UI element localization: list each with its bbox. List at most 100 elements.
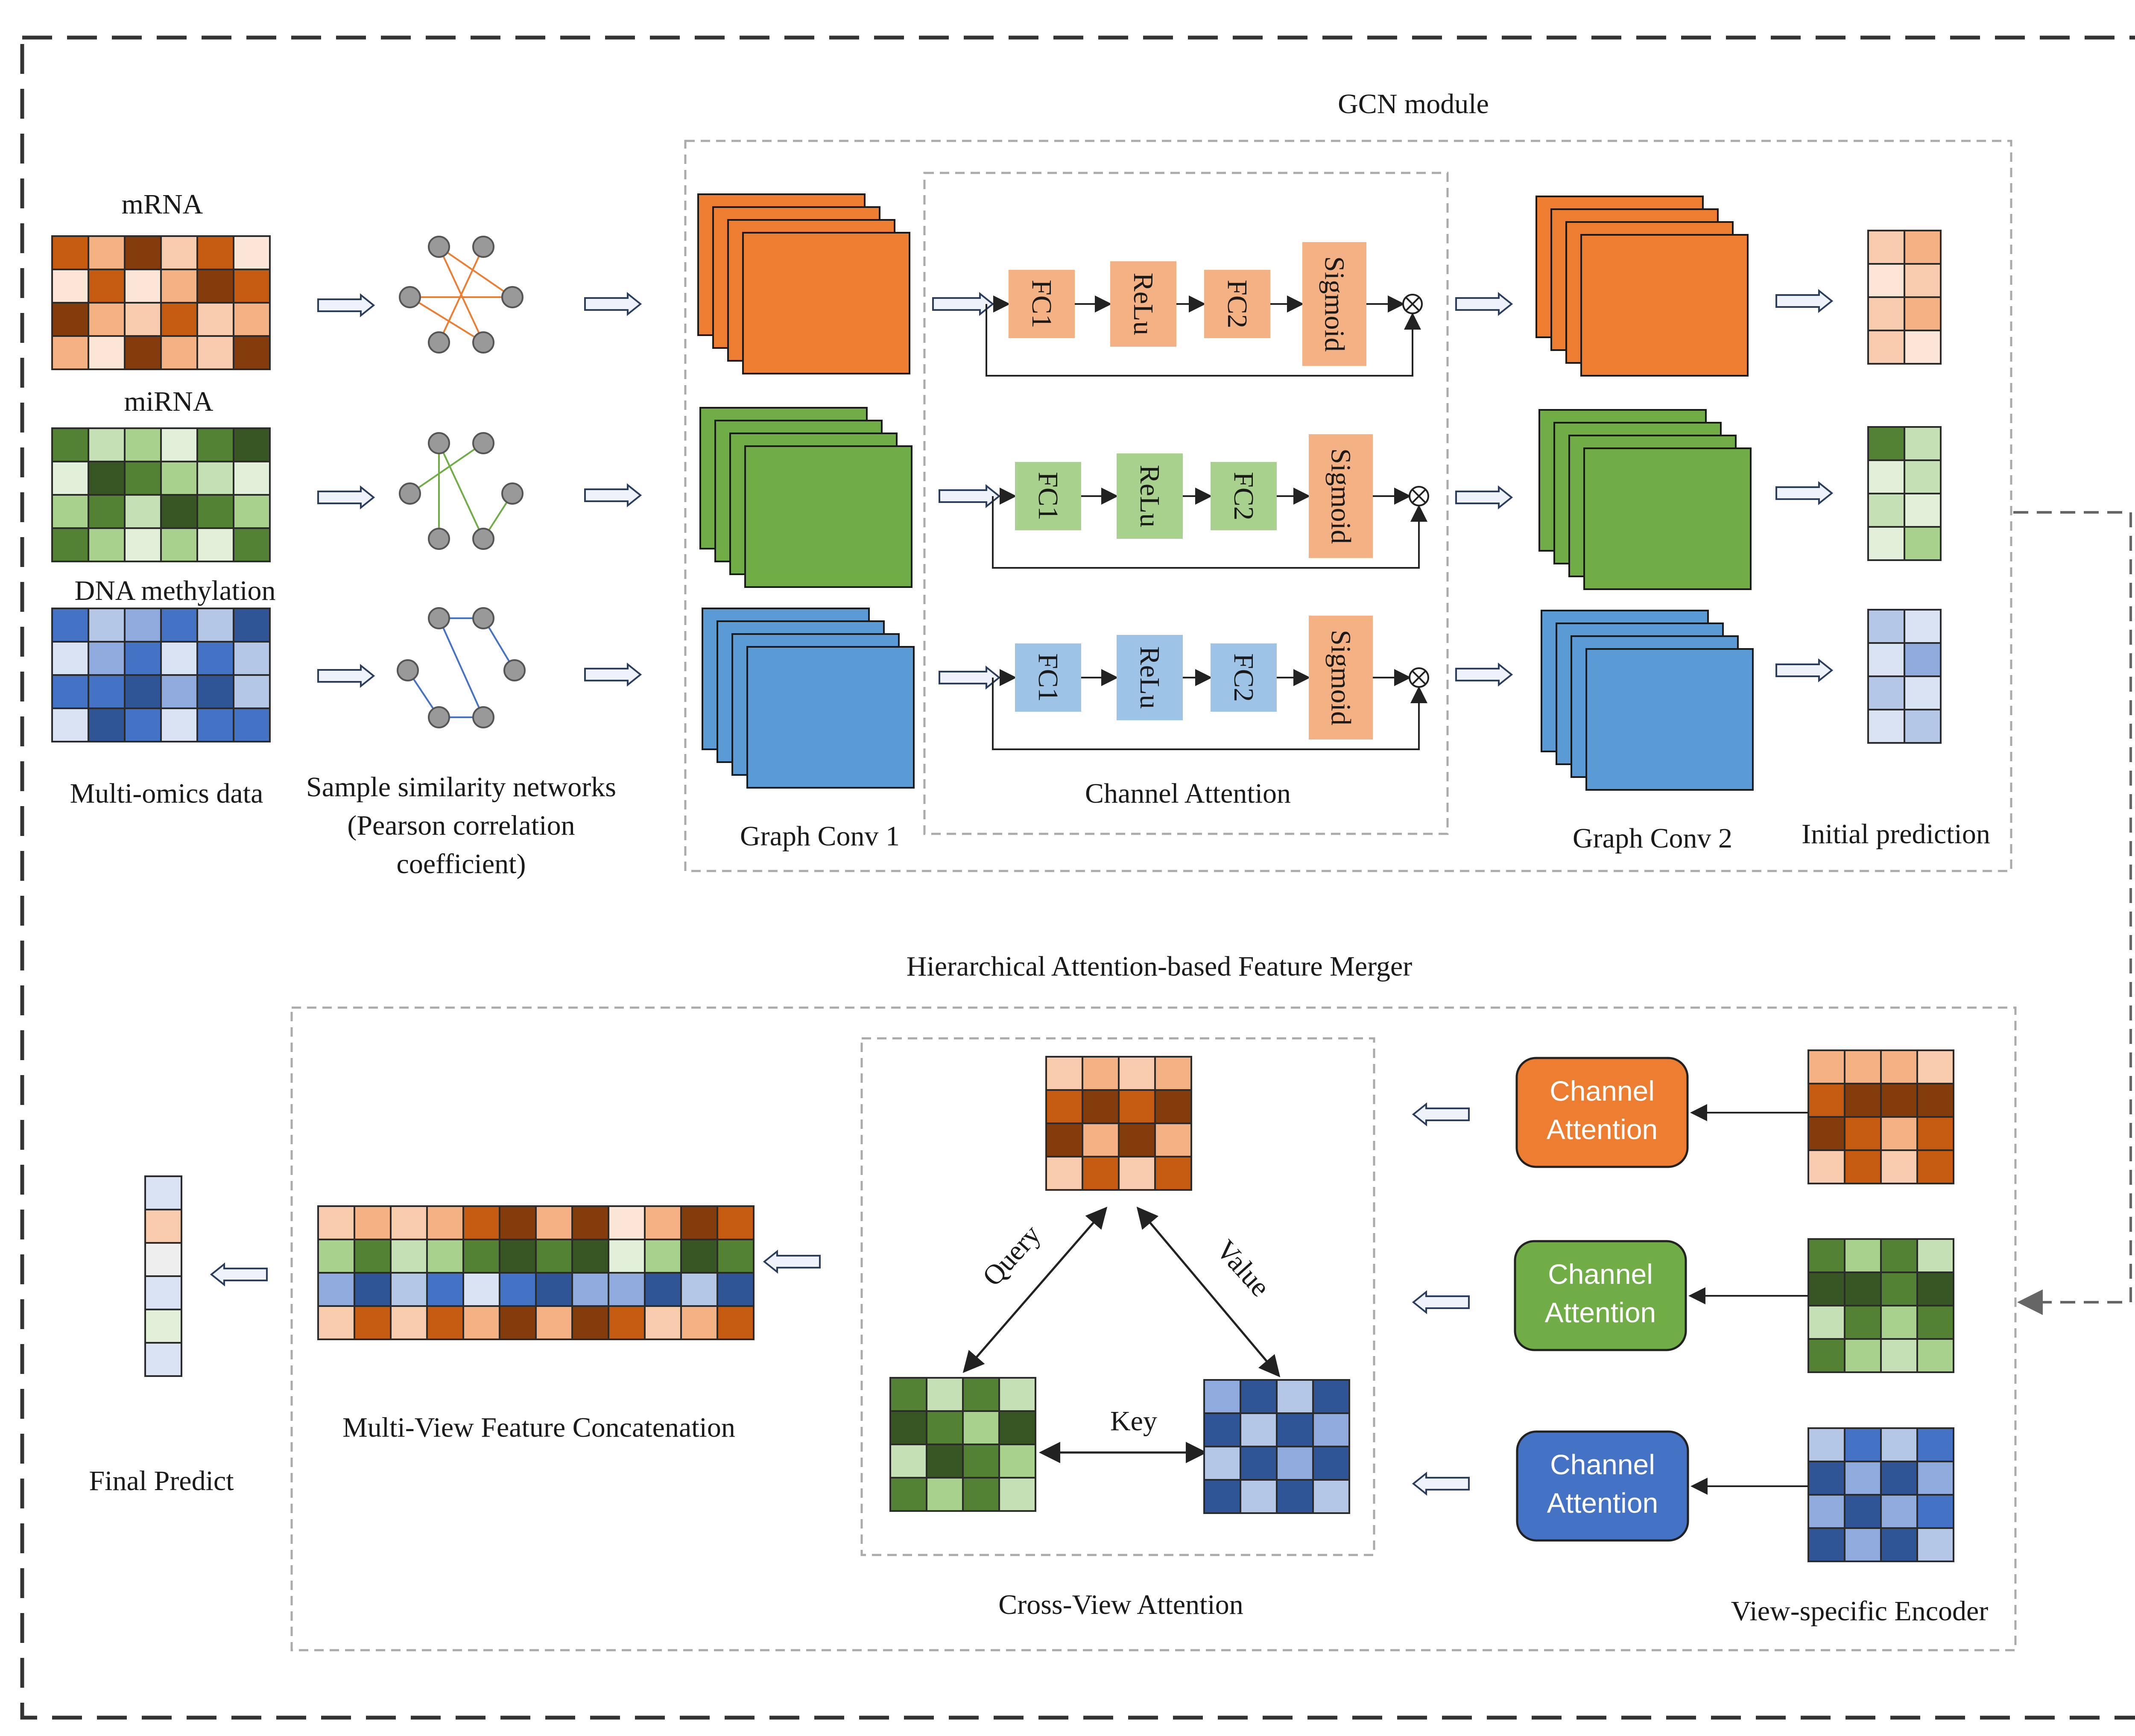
fc2-block: FC2 [1204, 270, 1270, 338]
mirna-network [399, 432, 524, 550]
relu-block: ReLu [1117, 453, 1183, 539]
dna-methylation-matrix [51, 608, 271, 742]
hollow-right-arrow-icon [1775, 481, 1834, 506]
value-arrow [1136, 1207, 1281, 1377]
hollow-right-arrow-icon [584, 483, 642, 508]
query-label: Query [977, 1219, 1047, 1292]
hollow-left-arrow-icon [210, 1262, 268, 1287]
multiply-circle-icon [1402, 294, 1423, 314]
hollow-left-arrow-icon [1412, 1471, 1470, 1496]
svg-text:ReLu: ReLu [1128, 273, 1159, 336]
hollow-right-arrow-icon [1775, 289, 1834, 313]
initial-prediction-mrna [1867, 230, 1942, 365]
hollow-right-arrow-icon [939, 484, 1001, 509]
multiply-circle-icon [1409, 667, 1429, 688]
hollow-right-arrow-icon [584, 292, 642, 316]
initial-prediction-dna [1867, 609, 1942, 744]
graph-conv2-mrna [1535, 196, 1749, 377]
channel-attention-box [923, 172, 1449, 835]
svg-text:Sigmoid: Sigmoid [1325, 630, 1357, 725]
hollow-right-arrow-icon [317, 663, 375, 688]
cross-view-top-matrix [1045, 1056, 1192, 1191]
dna-methylation-label: DNA methylation [74, 575, 275, 606]
initial-prediction-mirna [1867, 426, 1942, 561]
graph-conv1-mrna [697, 193, 910, 374]
svg-text:FC1: FC1 [1026, 280, 1057, 328]
multi-view-concat-matrix [317, 1205, 755, 1340]
gcn-module-title: GCN module [1338, 88, 1489, 120]
view-encoder-dna [1807, 1427, 1954, 1562]
graph-conv1-mirna [699, 407, 912, 588]
fc2-block: FC2 [1211, 643, 1277, 712]
final-predict-matrix [144, 1175, 182, 1377]
fc2-block: FC2 [1211, 462, 1277, 530]
cross-view-box [860, 1037, 1375, 1556]
similarity-label-3: coefficient) [397, 848, 526, 880]
relu-block: ReLu [1117, 635, 1183, 720]
graph-conv2-mirna [1538, 409, 1752, 590]
hollow-right-arrow-icon [1455, 292, 1513, 316]
svg-text:ReLu: ReLu [1134, 646, 1165, 709]
fc1-block: FC1 [1015, 643, 1081, 712]
svg-text:Sigmoid: Sigmoid [1319, 256, 1350, 352]
channel-attention-button-dna: Channel Attention [1516, 1430, 1808, 1542]
hafm-title: Hierarchical Attention-based Feature Mer… [907, 951, 1412, 982]
view-encoder-mirna [1807, 1238, 1954, 1373]
graph-conv2-dna [1541, 610, 1754, 791]
hollow-left-arrow-icon [763, 1249, 821, 1274]
final-predict-label: Final Predict [89, 1465, 234, 1496]
graph-conv1-dna [702, 608, 915, 789]
channel-attention-button-mrna: Channel Attention [1515, 1057, 1808, 1168]
mrna-network [399, 236, 524, 354]
mrna-label: mRNA [122, 189, 203, 220]
value-label: Value [1210, 1234, 1276, 1303]
hollow-left-arrow-icon [1412, 1290, 1470, 1315]
svg-text:Channel: Channel [1550, 1075, 1655, 1107]
svg-text:ReLu: ReLu [1134, 465, 1165, 528]
gcn-module-box [684, 140, 2012, 872]
svg-text:Attention: Attention [1547, 1487, 1658, 1519]
attention-row-mrna: FC1 ReLu FC2 Sigmoid [932, 242, 1423, 377]
svg-text:Attention: Attention [1545, 1297, 1656, 1328]
svg-text:Sigmoid: Sigmoid [1325, 448, 1357, 544]
hollow-right-arrow-icon [1775, 658, 1834, 683]
query-arrow [962, 1207, 1108, 1373]
svg-text:Channel: Channel [1548, 1258, 1653, 1290]
svg-text:FC2: FC2 [1228, 472, 1259, 520]
hollow-right-arrow-icon [932, 292, 994, 316]
hollow-right-arrow-icon [317, 485, 375, 510]
initial-prediction-label: Initial prediction [1802, 818, 1990, 850]
fc1-block: FC1 [1015, 462, 1081, 530]
mrna-matrix [51, 235, 271, 370]
sigmoid-block: Sigmoid [1309, 616, 1373, 739]
similarity-label-1: Sample similarity networks [306, 772, 616, 803]
hollow-right-arrow-icon [1455, 662, 1513, 687]
relu-block: ReLu [1110, 261, 1176, 347]
channel-attention-caption: Channel Attention [1085, 778, 1291, 809]
cross-view-blue-matrix [1203, 1379, 1350, 1514]
attention-row-dna: FC1 ReLu FC2 Sigmoid [939, 616, 1429, 750]
hollow-left-arrow-icon [1412, 1102, 1470, 1127]
svg-text:Channel: Channel [1550, 1449, 1655, 1480]
sigmoid-block: Sigmoid [1309, 434, 1373, 558]
outer-frame [20, 35, 2135, 1720]
similarity-label-2: (Pearson correlation [347, 810, 575, 841]
hollow-right-arrow-icon [317, 293, 375, 318]
dna-network [397, 607, 526, 728]
graph-conv2-label: Graph Conv 2 [1573, 823, 1732, 854]
svg-text:FC2: FC2 [1228, 653, 1259, 702]
cross-view-green-matrix [889, 1377, 1036, 1512]
attention-row-mirna: FC1 ReLu FC2 Sigmoid [939, 434, 1429, 569]
mirna-matrix [51, 427, 271, 562]
hollow-right-arrow-icon [1455, 485, 1513, 510]
mirna-label: miRNA [124, 386, 213, 417]
key-label: Key [1110, 1406, 1157, 1437]
multiply-circle-icon [1409, 486, 1429, 506]
svg-text:FC1: FC1 [1032, 472, 1064, 520]
connector-dashed-line [2013, 511, 2132, 1315]
cross-view-label: Cross-View Attention [998, 1589, 1243, 1620]
graph-conv1-label: Graph Conv 1 [740, 821, 900, 852]
svg-text:FC1: FC1 [1032, 653, 1064, 702]
svg-text:Attention: Attention [1547, 1113, 1658, 1145]
hollow-right-arrow-icon [939, 665, 1001, 690]
